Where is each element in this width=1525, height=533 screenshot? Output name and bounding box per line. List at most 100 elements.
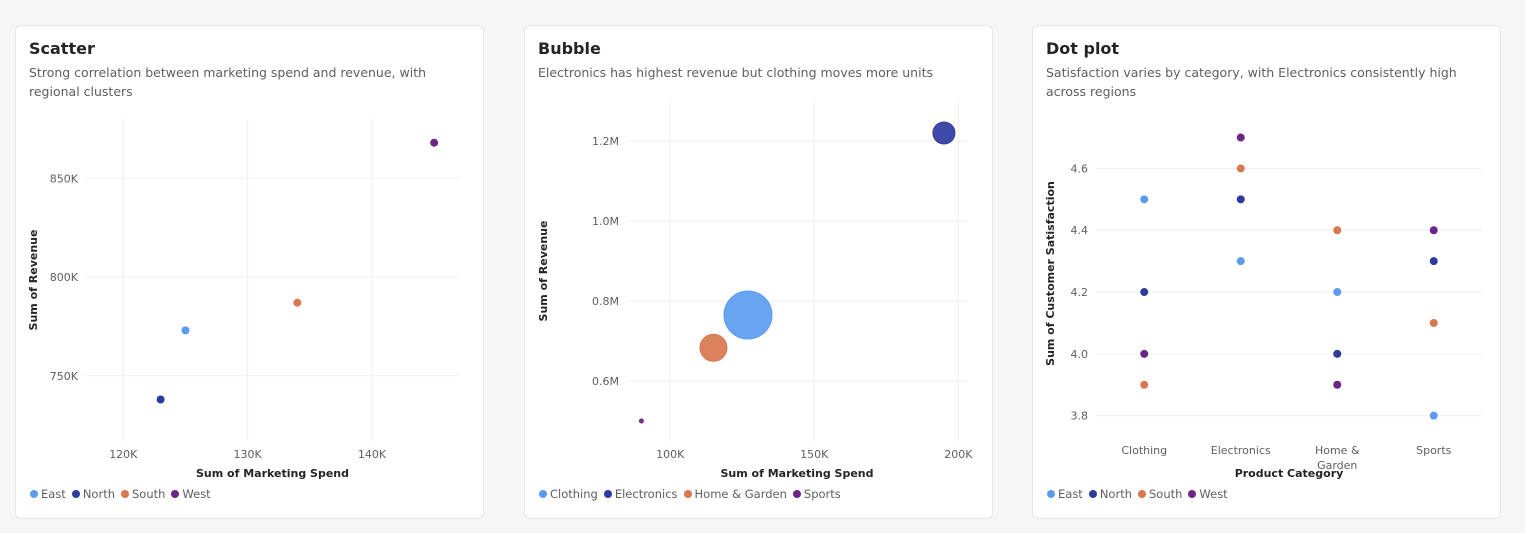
data-point	[293, 298, 302, 307]
y-tick-label: 0.8M	[592, 295, 619, 308]
legend-swatch	[1088, 490, 1097, 498]
legend-item[interactable]: South	[121, 487, 165, 501]
data-point	[1333, 380, 1342, 389]
legend-item[interactable]: East	[30, 487, 66, 501]
legend-label: North	[1099, 487, 1132, 501]
x-axis-title: Sum of Marketing Spend	[196, 467, 349, 480]
y-tick-label: 1.2M	[592, 135, 619, 148]
data-point	[1429, 257, 1438, 266]
legend-label: Home & Garden	[694, 487, 787, 501]
legend-label: South	[1149, 487, 1183, 501]
y-tick-label: 3.8	[1071, 410, 1089, 423]
legend-item[interactable]: North	[1088, 487, 1132, 501]
legend-item[interactable]: Clothing	[539, 487, 598, 501]
legend-item[interactable]: West	[171, 487, 211, 501]
y-tick-label: 4.4	[1071, 224, 1089, 237]
y-tick-label: 800K	[50, 271, 79, 284]
legend-swatch	[1138, 490, 1146, 498]
legend-item[interactable]: South	[1138, 487, 1182, 501]
data-point	[1236, 195, 1245, 204]
dot-plot-card: Dot plot Satisfaction varies by category…	[1032, 25, 1501, 519]
data-point	[1429, 411, 1438, 420]
bubble-card: Bubble Electronics has highest revenue b…	[524, 25, 993, 519]
legend-label: South	[132, 487, 166, 501]
data-point	[1429, 226, 1438, 235]
chart-legend: Clothing Electronics Home & Garden Sports	[539, 487, 841, 501]
legend-swatch	[1047, 490, 1055, 498]
legend-swatch	[683, 490, 692, 498]
legend-label: East	[1058, 487, 1083, 501]
x-tick-label: Electronics	[1211, 444, 1271, 457]
data-point	[1236, 164, 1245, 173]
y-axis-title: Sum of Revenue	[27, 230, 40, 331]
x-tick-label: 130K	[234, 448, 263, 461]
bubble-point	[932, 121, 956, 145]
legend-label: North	[82, 487, 115, 501]
legend-swatch	[539, 490, 547, 498]
chart-title: Scatter	[29, 39, 95, 58]
x-tick-label: 150K	[800, 448, 829, 461]
y-tick-label: 0.6M	[592, 375, 619, 388]
y-tick-label: 4.0	[1071, 348, 1089, 361]
legend-swatch	[1188, 490, 1197, 498]
bubble-point	[638, 418, 644, 424]
data-point	[1429, 318, 1438, 327]
chart-title: Dot plot	[1046, 39, 1120, 58]
chart-subtitle: Electronics has highest revenue but clot…	[538, 65, 933, 80]
y-tick-label: 750K	[50, 370, 79, 383]
x-tick-label: Home & Garden	[1315, 444, 1360, 472]
legend-label: Electronics	[614, 487, 678, 501]
y-axis-title: Sum of Customer Satisfaction	[1044, 181, 1057, 366]
legend-label: Clothing	[550, 487, 598, 501]
data-point	[1140, 349, 1149, 358]
x-axis-title: Sum of Marketing Spend	[720, 467, 873, 480]
dot-plot: 3.8 4.0 4.2 4.4 4.6 Clothing Electronics Home &…	[1044, 133, 1482, 480]
y-tick-label: 1.0M	[592, 215, 619, 228]
bubble-point	[723, 290, 773, 340]
data-point	[156, 395, 165, 404]
bubble-point	[699, 333, 728, 362]
x-tick-label: 140K	[358, 448, 387, 461]
data-point	[1140, 195, 1149, 204]
legend-item[interactable]: Home & Garden	[683, 487, 787, 501]
x-axis-title: Product Category	[1235, 467, 1344, 480]
scatter-card: Scatter Strong correlation between marke…	[15, 25, 484, 519]
y-tick-label: 4.6	[1071, 162, 1089, 175]
legend-item[interactable]: West	[1188, 487, 1228, 501]
x-tick-label: 100K	[656, 448, 685, 461]
legend-swatch	[171, 490, 180, 498]
x-tick-label: Sports	[1416, 444, 1452, 457]
y-tick-label: 850K	[50, 172, 79, 185]
x-tick-label: Clothing	[1121, 444, 1167, 457]
chart-subtitle: Strong correlation between marketing spe…	[29, 65, 427, 99]
legend-label: West	[1199, 487, 1228, 501]
legend-swatch	[603, 490, 612, 498]
data-point	[1236, 257, 1245, 266]
legend-swatch	[71, 490, 80, 498]
legend-label: West	[182, 487, 211, 501]
scatter-plot: 750K 800K 850K 120K 130K 140K Sum of Marketing…	[27, 119, 459, 480]
data-point	[430, 138, 439, 147]
chart-legend: East North South West	[30, 487, 211, 501]
legend-item[interactable]: East	[1047, 487, 1083, 501]
chart-subtitle: Satisfaction varies by category, with El…	[1046, 65, 1457, 99]
data-point	[1140, 288, 1149, 297]
bubble-plot: 0.6M 0.8M 1.0M 1.2M 100K 150K 200K Sum of Marke…	[537, 101, 973, 480]
data-point	[1140, 380, 1149, 389]
legend-item[interactable]: Electronics	[603, 487, 678, 501]
y-tick-label: 4.2	[1071, 286, 1089, 299]
data-point	[1333, 349, 1342, 358]
legend-item[interactable]: North	[71, 487, 115, 501]
x-tick-label: 200K	[944, 448, 973, 461]
y-axis-title: Sum of Revenue	[537, 221, 550, 322]
data-point	[1236, 133, 1245, 142]
legend-item[interactable]: Sports	[792, 487, 841, 501]
legend-label: East	[41, 487, 66, 501]
legend-label: Sports	[803, 487, 841, 501]
chart-legend: East North South West	[1047, 487, 1228, 501]
data-point	[181, 326, 190, 335]
data-point	[1333, 288, 1342, 297]
chart-title: Bubble	[538, 39, 601, 58]
legend-swatch	[30, 490, 38, 498]
legend-swatch	[121, 490, 129, 498]
